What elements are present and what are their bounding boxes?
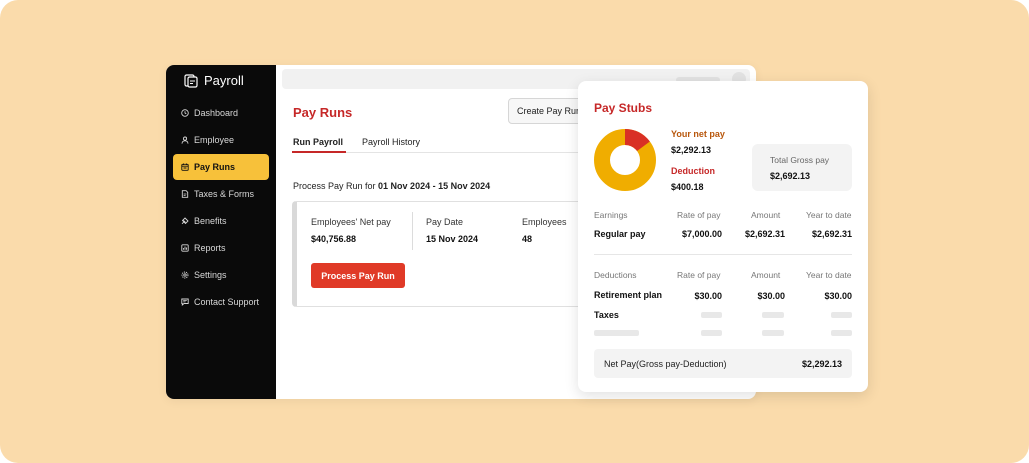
- sidebar-item-label: Employee: [194, 135, 235, 145]
- total-gross-pay-box: Total Gross pay $2,692.13: [752, 144, 852, 191]
- clock-icon: [181, 109, 189, 117]
- sidebar-item-label: Settings: [194, 270, 227, 280]
- pay-stubs-panel: Pay Stubs Your net pay $2,292.13 Deducti…: [578, 81, 868, 392]
- sidebar-item-benefits[interactable]: Benefits: [173, 208, 269, 234]
- net-pay-total: $2,292.13: [801, 359, 842, 369]
- pay-donut-chart: [594, 129, 656, 191]
- process-period: 01 Nov 2024 - 15 Nov 2024: [378, 181, 491, 191]
- regular-pay-rate: $7,000.00: [681, 229, 722, 239]
- document-icon: [181, 190, 189, 198]
- tab-run-payroll[interactable]: Run Payroll: [293, 137, 344, 147]
- sidebar: Payroll Dashboard Employee Pay Runs Taxe…: [166, 65, 276, 399]
- regular-pay-amount: $2,692.31: [744, 229, 785, 239]
- sidebar-item-taxes-forms[interactable]: Taxes & Forms: [173, 181, 269, 207]
- net-pay-formula-label: Net Pay(Gross pay-Deduction): [604, 359, 727, 369]
- gear-icon: [181, 271, 189, 279]
- sidebar-item-label: Pay Runs: [194, 162, 236, 172]
- net-pay-value: $40,756.88: [311, 234, 357, 244]
- deduction-value: $400.18: [671, 182, 704, 192]
- donut-net-segment: [594, 129, 656, 191]
- gross-pay-label: Total Gross pay: [770, 155, 830, 165]
- sidebar-item-dashboard[interactable]: Dashboard: [173, 100, 269, 126]
- sidebar-item-reports[interactable]: Reports: [173, 235, 269, 261]
- gift-icon: [181, 217, 189, 225]
- pay-run-card: Employees' Net pay $40,756.88 Pay Date 1…: [292, 201, 592, 307]
- chart-icon: [181, 244, 189, 252]
- sidebar-item-label: Benefits: [194, 216, 227, 226]
- page-title: Pay Runs: [293, 105, 353, 120]
- sidebar-item-pay-runs[interactable]: Pay Runs: [173, 154, 269, 180]
- pay-date-value: 15 Nov 2024: [426, 234, 479, 244]
- deduction-label: Deduction: [671, 166, 715, 176]
- placeholder-bar: [762, 330, 784, 336]
- tab-payroll-history[interactable]: Payroll History: [362, 137, 421, 147]
- retirement-plan-amount: $30.00: [757, 291, 785, 301]
- process-period-text: Process Pay Run for 01 Nov 2024 - 15 Nov…: [293, 181, 490, 191]
- brand-logo[interactable]: Payroll: [184, 73, 244, 88]
- placeholder-bar: [762, 312, 784, 318]
- deductions-header: Deductions: [594, 270, 637, 280]
- employees-value: 48: [522, 234, 533, 244]
- sidebar-item-employee[interactable]: Employee: [173, 127, 269, 153]
- taxes-label: Taxes: [594, 310, 619, 320]
- placeholder-bar: [594, 330, 639, 336]
- user-icon: [181, 136, 189, 144]
- gross-pay-value: $2,692.13: [770, 171, 811, 181]
- sidebar-item-settings[interactable]: Settings: [173, 262, 269, 288]
- process-prefix: Process Pay Run for: [293, 181, 379, 191]
- placeholder-bar: [701, 330, 722, 336]
- net-pay-label: Employees' Net pay: [311, 217, 391, 227]
- sidebar-item-label: Dashboard: [194, 108, 239, 118]
- placeholder-bar: [831, 330, 852, 336]
- process-pay-run-button[interactable]: Process Pay Run: [311, 263, 405, 288]
- rate-of-pay-header: Rate of pay: [677, 210, 721, 220]
- year-to-date-header: Year to date: [806, 270, 852, 280]
- topbar-placeholder: [676, 77, 720, 83]
- calendar-icon: [181, 163, 189, 171]
- regular-pay-label: Regular pay: [594, 229, 646, 239]
- sidebar-item-label: Taxes & Forms: [194, 189, 255, 199]
- retirement-plan-ytd: $30.00: [824, 291, 852, 301]
- brand-name: Payroll: [204, 73, 244, 88]
- payroll-logo-icon: [184, 73, 198, 88]
- sidebar-item-label: Contact Support: [194, 297, 260, 307]
- your-net-pay-label: Your net pay: [671, 129, 725, 139]
- sidebar-item-label: Reports: [194, 243, 226, 253]
- sidebar-item-contact-support[interactable]: Contact Support: [173, 289, 269, 315]
- your-net-pay-value: $2,292.13: [671, 145, 712, 155]
- retirement-plan-label: Retirement plan: [594, 290, 663, 300]
- amount-header: Amount: [751, 270, 781, 280]
- tab-divider: [292, 152, 582, 153]
- employees-label: Employees: [522, 217, 567, 227]
- chat-icon: [181, 298, 189, 306]
- amount-header: Amount: [751, 210, 781, 220]
- net-pay-summary: Net Pay(Gross pay-Deduction) $2,292.13: [594, 349, 852, 378]
- stat-divider: [412, 212, 413, 250]
- pay-date-label: Pay Date: [426, 217, 464, 227]
- pay-stubs-title: Pay Stubs: [594, 101, 653, 115]
- regular-pay-ytd: $2,692.31: [811, 229, 852, 239]
- section-divider: [594, 254, 852, 255]
- placeholder-bar: [831, 312, 852, 318]
- placeholder-bar: [701, 312, 722, 318]
- year-to-date-header: Year to date: [806, 210, 852, 220]
- earnings-header: Earnings: [594, 210, 628, 220]
- retirement-plan-rate: $30.00: [694, 291, 722, 301]
- rate-of-pay-header: Rate of pay: [677, 270, 721, 280]
- active-tab-indicator: [292, 151, 346, 153]
